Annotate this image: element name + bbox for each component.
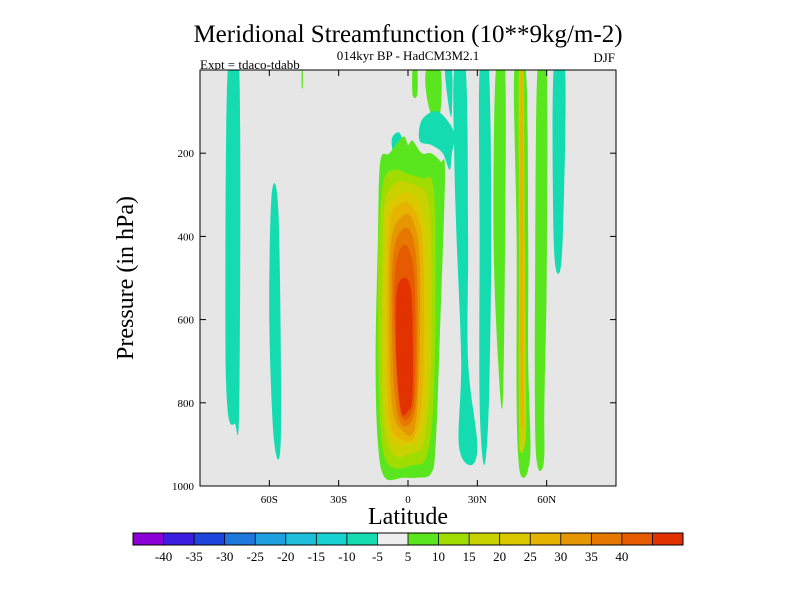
- colorbar-label: -35: [185, 549, 202, 564]
- colorbar-swatch: [652, 533, 684, 545]
- contour-region-9: [478, 70, 492, 466]
- colorbar-label: 20: [493, 549, 506, 564]
- colorbar-label: -5: [372, 549, 383, 564]
- colorbar-label: -30: [216, 549, 233, 564]
- chart-title: Meridional Streamfunction (10**9kg/m-2): [193, 21, 622, 48]
- colorbar-swatch: [224, 533, 256, 545]
- x-tick-label: 60S: [261, 494, 278, 506]
- x-tick-label: 30N: [468, 494, 487, 506]
- y-tick-label: 600: [178, 315, 195, 327]
- colorbar-label: 30: [554, 549, 567, 564]
- y-tick-label: 1000: [172, 481, 195, 493]
- experiment-label: Expt = tdaco-tdabb: [200, 57, 300, 72]
- colorbar-swatch: [285, 533, 317, 545]
- contour-region-24: [552, 70, 566, 274]
- x-tick-label: 60N: [537, 494, 556, 506]
- colorbar-swatch: [591, 533, 623, 545]
- colorbar-swatch: [163, 533, 195, 545]
- colorbar-swatch: [499, 533, 531, 545]
- contour-region-5: [425, 70, 442, 121]
- colorbar-swatch: [255, 533, 287, 545]
- contour-region-7: [444, 70, 453, 117]
- contour-region-19: [395, 277, 414, 416]
- colorbar-swatch: [346, 533, 378, 545]
- colorbar-swatch: [530, 533, 562, 545]
- colorbar-swatch: [560, 533, 592, 545]
- season-label: DJF: [593, 50, 615, 65]
- colorbar: -40 -35 -30 -25 -20 -15 -10 -5 5 10 15 20 25 30 35 40: [132, 532, 684, 564]
- x-axis-label: Latitude: [368, 504, 448, 530]
- contour-region-2: [301, 70, 303, 89]
- colorbar-label: 15: [463, 549, 476, 564]
- colorbar-frame: [132, 532, 684, 546]
- colorbar-label: 5: [405, 549, 412, 564]
- colorbar-swatch: [621, 533, 653, 545]
- chart-subtitle: 014kyr BP - HadCM3M2.1: [337, 48, 480, 63]
- colorbar-swatch: [408, 533, 439, 545]
- colorbar-swatch: [194, 533, 225, 545]
- y-axis: 200 400 600 800 1000: [172, 148, 616, 493]
- colorbar-swatch: [377, 533, 409, 545]
- colorbar-label: 25: [524, 549, 537, 564]
- colorbar-label: -15: [308, 549, 325, 564]
- colorbar-label: -20: [277, 549, 294, 564]
- colorbar-label: 40: [615, 549, 628, 564]
- contour-region-23: [534, 70, 548, 471]
- x-axis: 60S 30S 0 30N 60N: [261, 70, 556, 506]
- y-tick-label: 400: [178, 231, 195, 243]
- contour-region-1: [269, 183, 282, 460]
- colorbar-label: -25: [247, 549, 264, 564]
- y-axis-label: Pressure (in hPa): [113, 196, 139, 360]
- contour-region-10: [493, 70, 506, 410]
- colorbar-swatch: [316, 533, 348, 545]
- contour-region-22: [520, 70, 524, 429]
- contour-region-6: [418, 111, 455, 170]
- colorbar-swatch: [438, 533, 470, 545]
- contour-layer: [225, 70, 566, 481]
- contour-region-0: [225, 70, 241, 436]
- contour-region-8: [453, 70, 478, 466]
- x-tick-label: 30S: [330, 494, 347, 506]
- colorbar-label: 35: [585, 549, 598, 564]
- x-tick-label: 0: [405, 494, 411, 506]
- colorbar-label: -40: [155, 549, 172, 564]
- colorbar-label: -10: [338, 549, 355, 564]
- colorbar-label: 10: [432, 549, 445, 564]
- contour-region-4: [412, 70, 418, 99]
- colorbar-swatch: [469, 533, 500, 545]
- y-tick-label: 200: [178, 148, 195, 160]
- y-tick-label: 800: [178, 398, 195, 410]
- colorbar-swatch: [133, 533, 164, 545]
